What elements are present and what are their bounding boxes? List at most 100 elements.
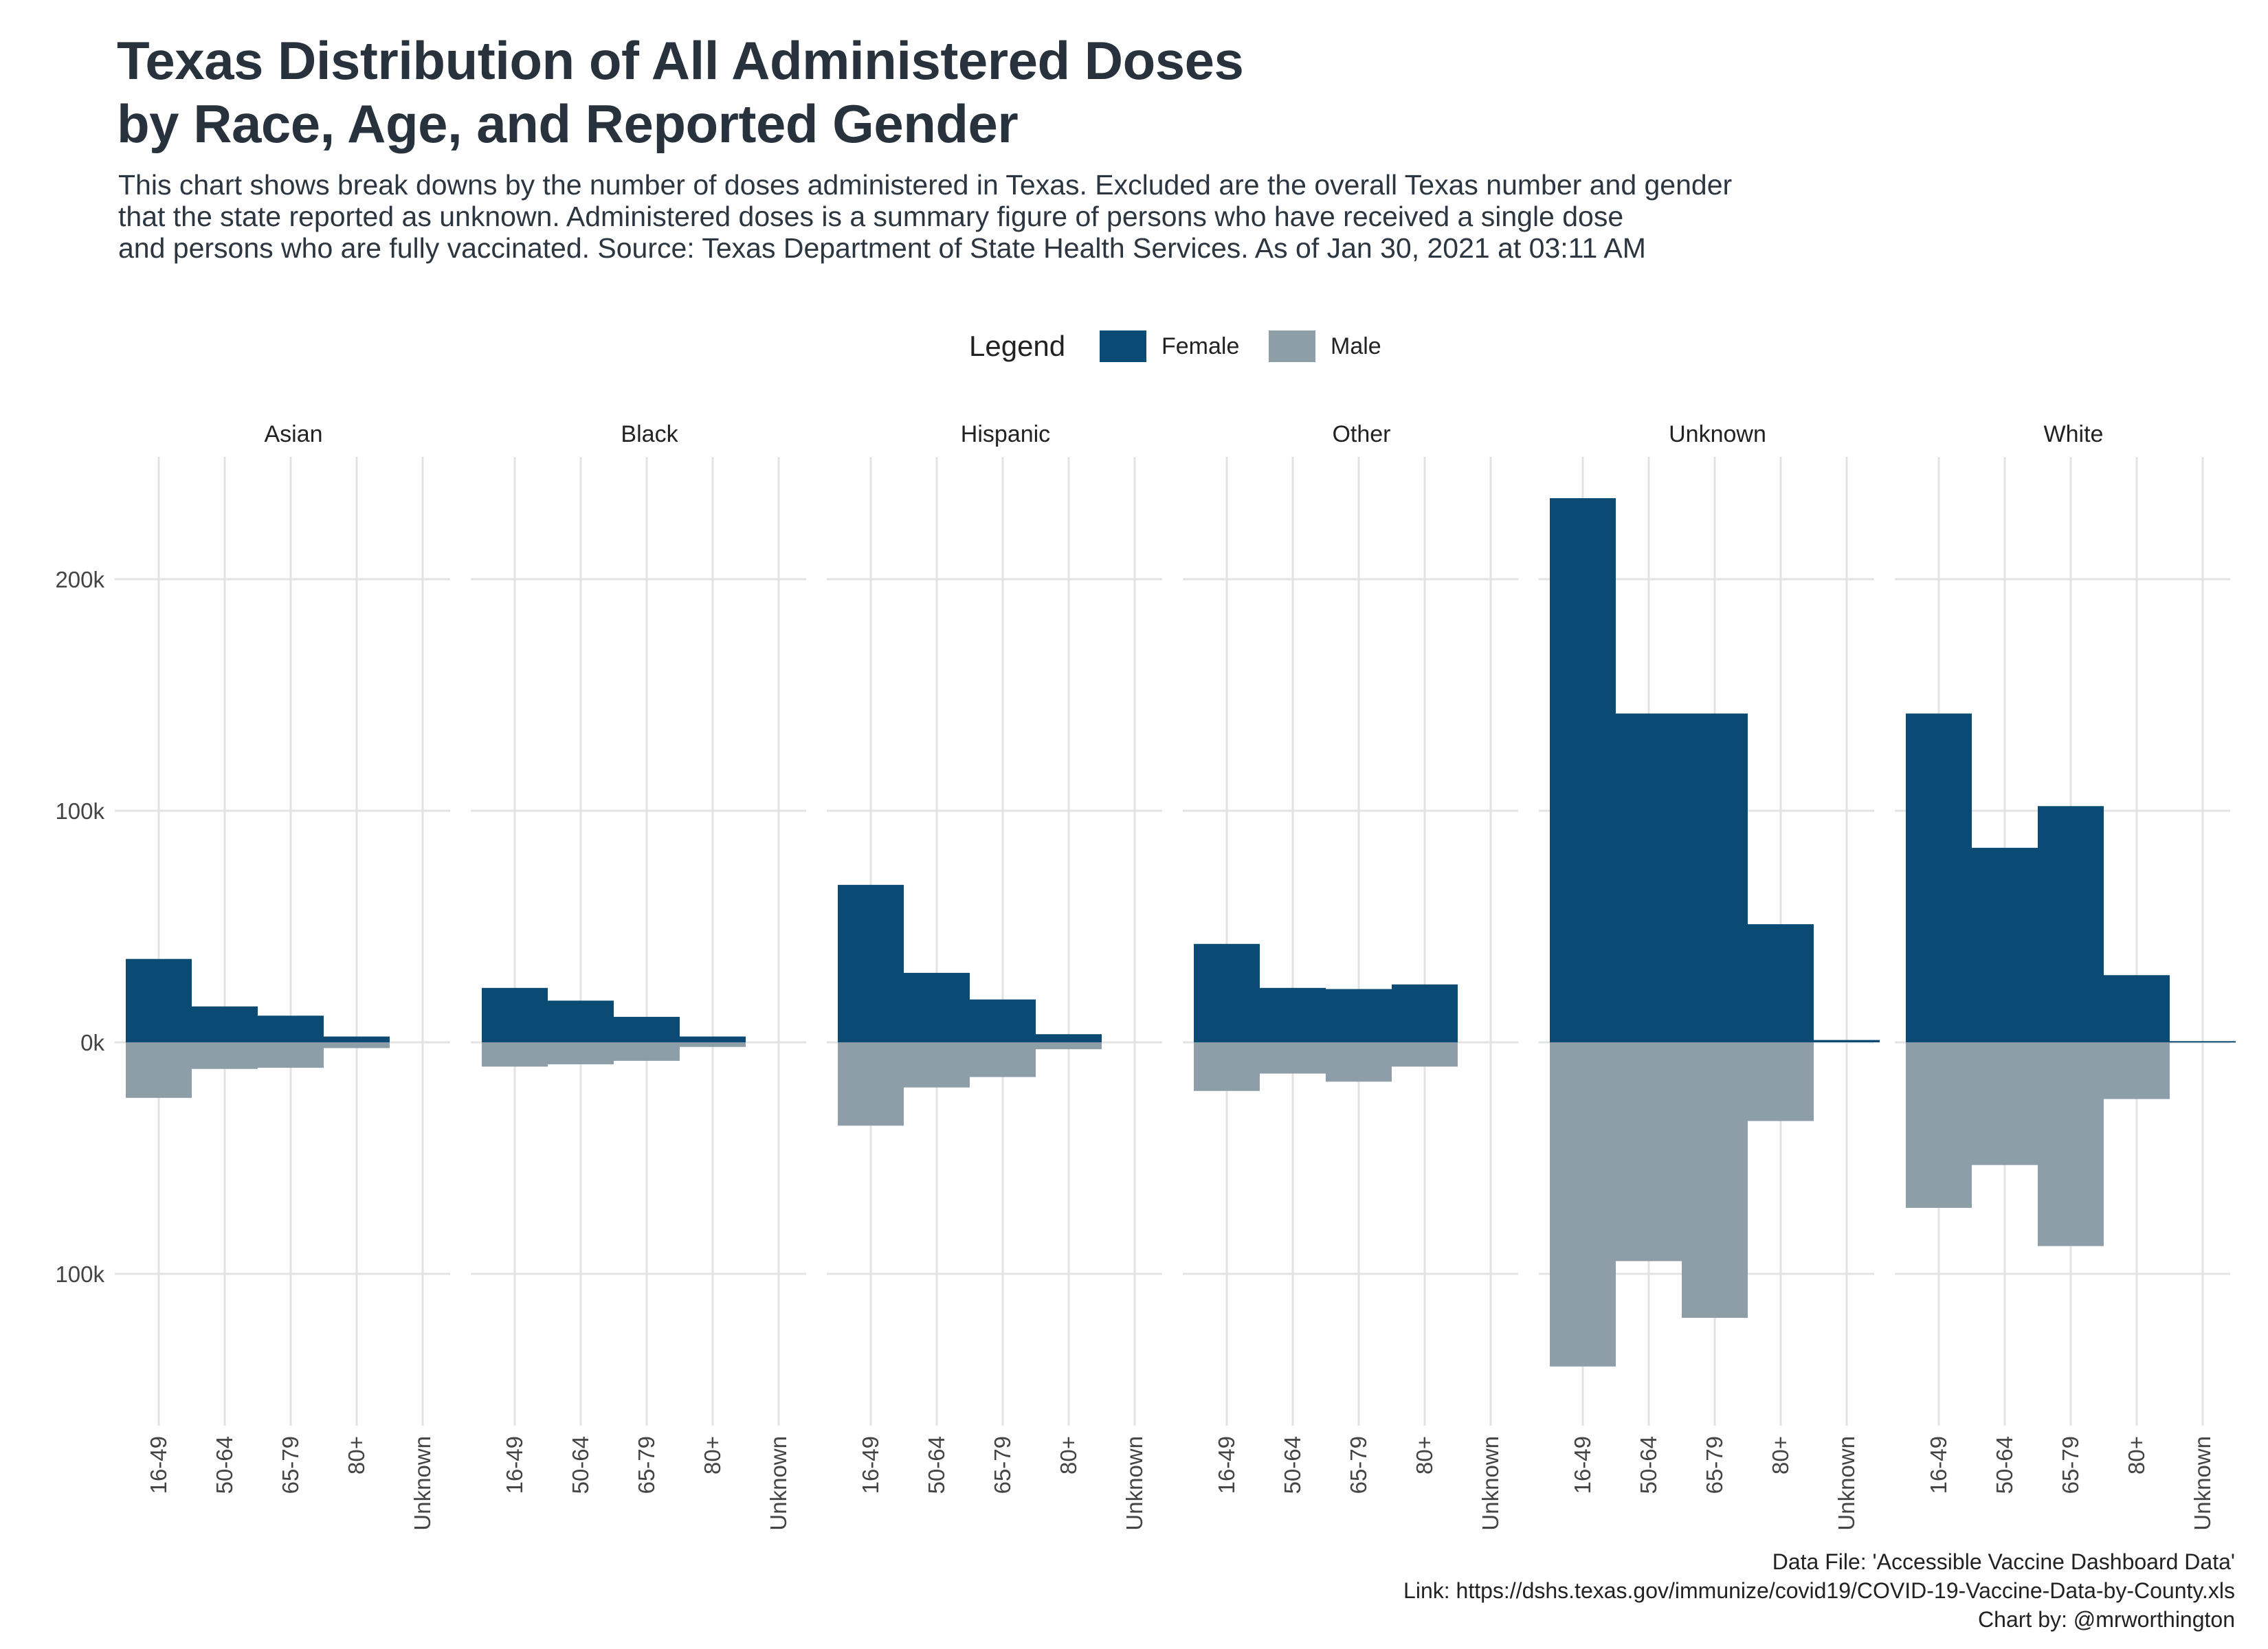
facet-label: White (2044, 421, 2104, 447)
facet-hispanic: Hispanic 16-49 50-64 65-79 80+ Unknown (827, 421, 1162, 1531)
x-tick-label: 65-79 (2058, 1436, 2083, 1494)
facet-black: Black 16-49 50-64 65-79 80+ Unknown (471, 421, 806, 1531)
facet-label: Other (1332, 421, 1390, 447)
subtitle-line-1: This chart shows break downs by the numb… (118, 169, 1733, 201)
bar-male-80+ (1748, 1042, 1814, 1121)
bar-male-16-49 (838, 1042, 904, 1126)
x-tick-label: 80+ (2124, 1436, 2149, 1474)
chart-title: Texas Distribution of All Administered D… (117, 29, 1244, 155)
bar-male-16-49 (1194, 1042, 1260, 1091)
x-tick-label: Unknown (2190, 1436, 2215, 1531)
bar-female-50-64 (1260, 987, 1326, 1042)
bar-male-80+ (1392, 1042, 1458, 1067)
bar-male-80+ (324, 1042, 390, 1048)
x-tick-label: 50-64 (212, 1436, 237, 1494)
bar-female-16-49 (482, 987, 548, 1042)
bar-male-80+ (2104, 1042, 2170, 1099)
faceted-bar-chart: Legend Female Male 200k 100k 0k 100k Asian 16-… (55, 330, 2236, 1531)
bar-male-16-49 (482, 1042, 548, 1067)
bar-female-65-79 (970, 999, 1036, 1042)
x-tick-label: Unknown (1478, 1436, 1503, 1531)
legend-label-female: Female (1161, 333, 1239, 359)
facet-label: Black (621, 421, 678, 447)
bar-male-50-64 (1972, 1042, 2038, 1165)
facet-white: White 16-49 50-64 65-79 80+ Unknown (1895, 421, 2236, 1531)
y-tick-label: 0k (80, 1030, 104, 1055)
bar-female-16-49 (1906, 713, 1972, 1042)
bar-female-50-64 (548, 1000, 614, 1042)
bar-male-16-49 (1906, 1042, 1972, 1208)
bar-male-50-64 (548, 1042, 614, 1065)
facet-label: Asian (264, 421, 322, 447)
facet-unknown: Unknown 16-49 50-64 65-79 80+ Unknown (1539, 421, 1880, 1531)
bar-male-50-64 (192, 1042, 258, 1069)
bar-male-50-64 (904, 1042, 970, 1088)
bar-female-80+ (324, 1036, 390, 1042)
y-tick-label: 200k (55, 567, 104, 592)
x-tick-label: 16-49 (1926, 1436, 1951, 1494)
bar-male-50-64 (1260, 1042, 1326, 1074)
bar-female-80+ (1748, 924, 1814, 1042)
legend: Legend Female Male (969, 330, 1381, 362)
bar-female-65-79 (1682, 713, 1748, 1042)
legend-swatch-male (1269, 330, 1315, 362)
bar-female-80+ (2104, 975, 2170, 1042)
x-tick-label: 65-79 (634, 1436, 659, 1494)
chart-subtitle: This chart shows break downs by the numb… (118, 169, 2214, 264)
bar-female-80+ (1392, 984, 1458, 1042)
subtitle-line-2: that the state reported as unknown. Admi… (118, 201, 1624, 232)
x-tick-label: 80+ (1768, 1436, 1793, 1474)
bar-male-80+ (1036, 1042, 1102, 1050)
bar-male-65-79 (1326, 1042, 1392, 1082)
bar-female-80+ (680, 1036, 746, 1042)
title-line-1: Texas Distribution of All Administered D… (117, 30, 1244, 91)
y-tick-label: 100k (55, 1261, 104, 1287)
x-tick-label: Unknown (766, 1436, 791, 1531)
y-tick-label: 100k (55, 798, 104, 824)
chart-caption: Data File: 'Accessible Vaccine Dashboard… (1403, 1547, 2235, 1634)
caption-data-file: Data File: 'Accessible Vaccine Dashboard… (1772, 1549, 2235, 1574)
y-axis: 200k 100k 0k 100k (55, 567, 104, 1287)
bar-male-65-79 (2038, 1042, 2104, 1246)
bar-male-65-79 (614, 1042, 680, 1061)
x-tick-label: Unknown (410, 1436, 435, 1531)
bar-male-16-49 (1550, 1042, 1616, 1367)
subtitle-line-3: and persons who are fully vaccinated. So… (118, 232, 1646, 264)
x-tick-label: 16-49 (146, 1436, 171, 1494)
x-tick-label: 50-64 (924, 1436, 949, 1494)
bar-male-65-79 (1682, 1042, 1748, 1319)
x-tick-label: 50-64 (1992, 1436, 2017, 1494)
bar-female-16-49 (1550, 498, 1616, 1042)
bar-male-65-79 (258, 1042, 324, 1068)
bar-male-80+ (680, 1042, 746, 1047)
bar-female-80+ (1036, 1034, 1102, 1042)
bar-female-unknown (1814, 1040, 1880, 1042)
bar-female-unknown (2170, 1041, 2236, 1043)
bar-female-50-64 (1972, 847, 2038, 1042)
x-tick-label: 16-49 (502, 1436, 527, 1494)
bar-female-16-49 (126, 958, 192, 1042)
x-tick-label: 16-49 (1570, 1436, 1595, 1494)
bar-female-16-49 (1194, 943, 1260, 1042)
bar-female-50-64 (192, 1006, 258, 1042)
x-tick-label: 50-64 (568, 1436, 593, 1494)
bar-female-65-79 (614, 1016, 680, 1042)
facet-label: Hispanic (961, 421, 1050, 447)
caption-credit: Chart by: @mrworthington (1978, 1607, 2235, 1632)
x-tick-label: 65-79 (278, 1436, 303, 1494)
bar-female-50-64 (904, 972, 970, 1042)
x-tick-label: 16-49 (858, 1436, 883, 1494)
facet-label: Unknown (1669, 421, 1766, 447)
x-tick-label: 80+ (344, 1436, 369, 1474)
bar-male-50-64 (1616, 1042, 1682, 1261)
x-tick-label: 80+ (1412, 1436, 1437, 1474)
facet-panels: Asian 16-49 50-64 65-79 80+ Unknown Black 16-49… (115, 421, 2236, 1531)
bar-female-65-79 (2038, 806, 2104, 1042)
x-tick-label: Unknown (1122, 1436, 1147, 1531)
x-tick-label: 80+ (1056, 1436, 1081, 1474)
caption-link: Link: https://dshs.texas.gov/immunize/co… (1403, 1578, 2235, 1603)
legend-label-male: Male (1331, 333, 1381, 359)
x-tick-label: 80+ (700, 1436, 725, 1474)
facet-asian: Asian 16-49 50-64 65-79 80+ Unknown (115, 421, 450, 1531)
facet-other: Other 16-49 50-64 65-79 80+ Unknown (1183, 421, 1518, 1531)
